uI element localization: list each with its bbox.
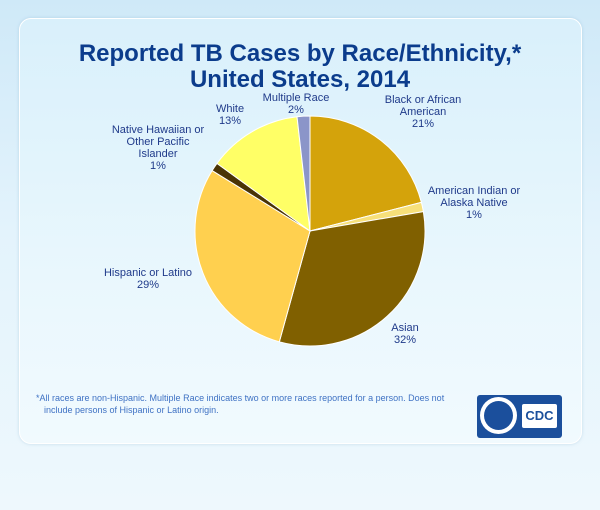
slice-label-5: White 13% bbox=[216, 103, 244, 127]
chart-title: Reported TB Cases by Race/Ethnicity,* bbox=[78, 40, 522, 67]
pie-slice-2 bbox=[278, 211, 426, 347]
slice-label-2: Asian 32% bbox=[391, 322, 419, 346]
hhs-seal-icon bbox=[480, 397, 517, 434]
footnote-line-2: include persons of Hispanic or Latino or… bbox=[44, 405, 219, 415]
footnote-line-1: *All races are non-Hispanic. Multiple Ra… bbox=[36, 393, 445, 403]
slice-label-3: Hispanic or Latino 29% bbox=[104, 267, 192, 291]
slice-label-4: Native Hawaiian or Other Pacific Islander 1… bbox=[112, 124, 205, 172]
slice-label-6: Multiple Race 2% bbox=[263, 92, 330, 116]
pie-slice-5 bbox=[216, 116, 311, 233]
pie-slice-6 bbox=[296, 115, 311, 232]
cdc-logo: CDC bbox=[477, 395, 562, 438]
pie-slice-0 bbox=[309, 115, 422, 232]
slice-label-1: American Indian or Alaska Native 1% bbox=[428, 185, 521, 221]
slice-label-0: Black or African American 21% bbox=[385, 94, 461, 130]
footnote: *All races are non-Hispanic. Multiple Ra… bbox=[36, 392, 466, 416]
cdc-logo-text: CDC bbox=[522, 404, 557, 428]
chart-subtitle: United States, 2014 bbox=[189, 66, 411, 93]
